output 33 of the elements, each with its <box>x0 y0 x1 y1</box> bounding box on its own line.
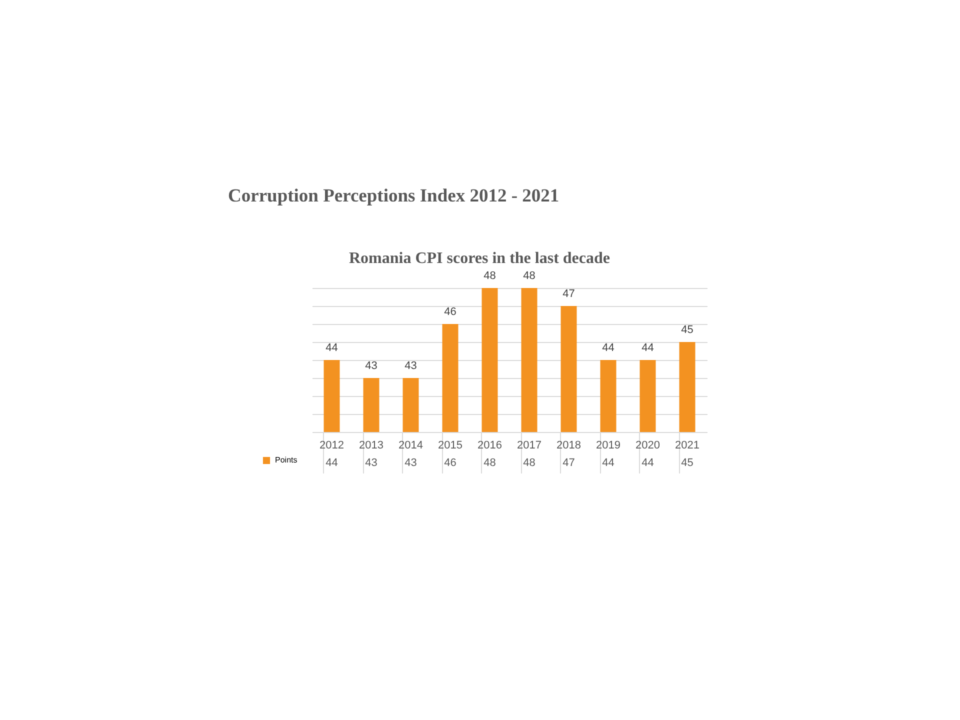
data-label: 44 <box>602 457 614 469</box>
annotation: 46 <box>444 306 456 318</box>
x-tick-label: 2013 <box>359 440 384 452</box>
annotation: 43 <box>365 360 378 372</box>
annotation: 45 <box>681 324 694 336</box>
legend-label: Points <box>275 456 298 464</box>
data-label: 48 <box>484 457 496 469</box>
data-label: 44 <box>642 457 654 469</box>
annotation: 47 <box>562 288 575 300</box>
data-label: 45 <box>681 457 694 469</box>
x-tick-label: 2015 <box>438 440 462 452</box>
text: 48 <box>523 270 536 282</box>
chart-title: Corruption Perceptions Index 2012 - 2021 <box>228 186 560 206</box>
x-tick-label: 2019 <box>596 440 620 452</box>
x-tick-label: 2020 <box>636 440 660 452</box>
data-label: 43 <box>365 457 378 469</box>
chart-subtitle: Romania CPI scores in the last decade <box>348 250 610 267</box>
x-tick-label: 2016 <box>478 440 502 452</box>
annotation: 44 <box>326 342 338 354</box>
annotation: 44 <box>602 342 614 354</box>
annotation: 44 <box>642 342 654 354</box>
data-label: 46 <box>444 457 456 469</box>
x-tick-label: 2014 <box>398 440 423 452</box>
x-tick-label: 2021 <box>675 440 700 452</box>
text: 48 <box>484 270 496 282</box>
data-label: 48 <box>523 457 536 469</box>
annotation: 43 <box>404 360 417 372</box>
x-tick-label: 2018 <box>556 440 581 452</box>
data-label: 43 <box>404 457 417 469</box>
data-label: 47 <box>562 457 575 469</box>
data-label: 44 <box>326 457 338 469</box>
x-tick-label: 2012 <box>320 440 344 452</box>
x-tick-label: 2017 <box>517 440 542 452</box>
